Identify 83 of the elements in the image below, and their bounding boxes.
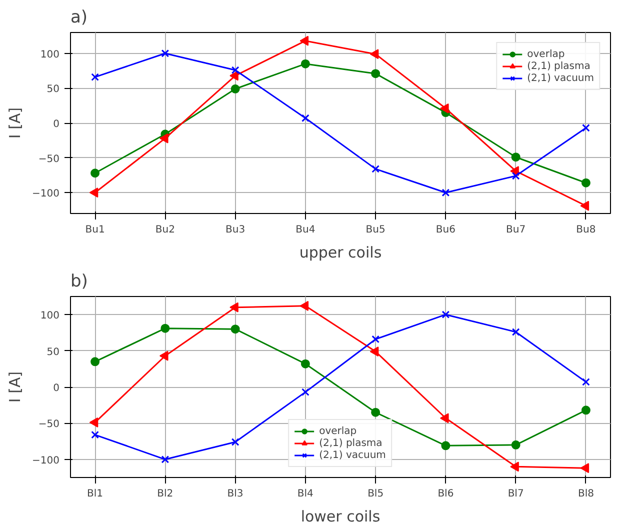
y-tick-label: 50 xyxy=(46,84,60,96)
point xyxy=(512,328,520,336)
point xyxy=(230,84,240,94)
x-tick-label: Bl7 xyxy=(508,488,524,500)
point xyxy=(302,388,310,396)
point xyxy=(302,114,310,122)
x-tick-label: Bu8 xyxy=(576,224,596,236)
point xyxy=(231,66,240,74)
point xyxy=(510,462,519,472)
point xyxy=(370,49,379,60)
point xyxy=(231,438,240,446)
point xyxy=(89,417,98,428)
point xyxy=(440,413,449,424)
point xyxy=(371,69,380,78)
point xyxy=(300,36,309,46)
legend-label: overlap xyxy=(527,48,565,60)
point xyxy=(160,324,170,333)
x-tick-label: Bl1 xyxy=(87,488,104,500)
x-tick-label: Bu4 xyxy=(296,224,316,236)
x-tick-label: Bu1 xyxy=(85,224,105,236)
point xyxy=(90,357,100,366)
y-tick-label: −100 xyxy=(32,455,60,466)
x-axis-title: upper coils xyxy=(299,244,382,262)
point xyxy=(161,49,170,58)
point xyxy=(230,70,238,81)
x-tick-label: Bl3 xyxy=(227,488,244,500)
legend-label: (2,1) vacuum xyxy=(527,72,594,84)
x-tick-label: Bl8 xyxy=(578,488,594,500)
x-axis-title: lower coils xyxy=(300,508,380,526)
point xyxy=(90,168,100,178)
point xyxy=(372,335,380,344)
point xyxy=(581,406,590,415)
y-tick-label: 0 xyxy=(53,119,60,130)
y-tick-label: −100 xyxy=(32,188,60,200)
legend-label: (2,1) plasma xyxy=(319,437,382,449)
point xyxy=(581,178,590,188)
legend-label: overlap xyxy=(319,425,357,437)
y-tick-label: 0 xyxy=(53,383,60,394)
point xyxy=(300,300,309,311)
x-tick-label: Bl5 xyxy=(368,488,384,500)
point xyxy=(89,188,98,198)
y-axis-title: I [A] xyxy=(6,107,24,139)
chart-title: a) xyxy=(70,8,88,28)
legend-label: (2,1) vacuum xyxy=(319,449,386,461)
point xyxy=(512,172,520,180)
point xyxy=(300,59,310,68)
y-axis-title: I [A] xyxy=(6,371,24,403)
point xyxy=(580,463,590,474)
point xyxy=(161,455,170,464)
point xyxy=(372,165,380,173)
chart-title: b) xyxy=(70,272,88,292)
y-tick-label: 100 xyxy=(40,49,60,60)
point xyxy=(370,346,379,357)
point xyxy=(582,378,590,386)
x-tick-label: Bu6 xyxy=(436,224,456,236)
point xyxy=(159,350,168,361)
x-tick-label: Bu2 xyxy=(155,224,175,236)
point xyxy=(580,200,590,211)
y-tick-label: −50 xyxy=(38,154,60,165)
point xyxy=(440,103,449,114)
point xyxy=(582,124,590,132)
x-tick-label: Bu3 xyxy=(226,224,246,236)
point xyxy=(441,441,450,450)
legend-label: (2,1) plasma xyxy=(527,60,590,72)
point xyxy=(230,302,238,312)
x-tick-label: Bl2 xyxy=(157,488,174,500)
x-tick-label: Bu7 xyxy=(506,224,526,236)
point xyxy=(91,73,99,81)
x-tick-label: Bl6 xyxy=(438,488,454,500)
point xyxy=(300,359,310,368)
y-tick-label: 100 xyxy=(40,310,60,322)
y-tick-label: −50 xyxy=(38,419,60,430)
x-tick-label: Bl4 xyxy=(297,488,314,500)
point xyxy=(442,188,450,197)
x-tick-label: Bu5 xyxy=(366,224,386,236)
point xyxy=(371,408,380,417)
point xyxy=(230,324,240,334)
y-tick-label: 50 xyxy=(46,346,60,358)
point xyxy=(511,152,520,162)
point xyxy=(511,440,520,450)
point xyxy=(159,133,168,144)
point xyxy=(91,430,99,439)
point xyxy=(442,310,450,319)
